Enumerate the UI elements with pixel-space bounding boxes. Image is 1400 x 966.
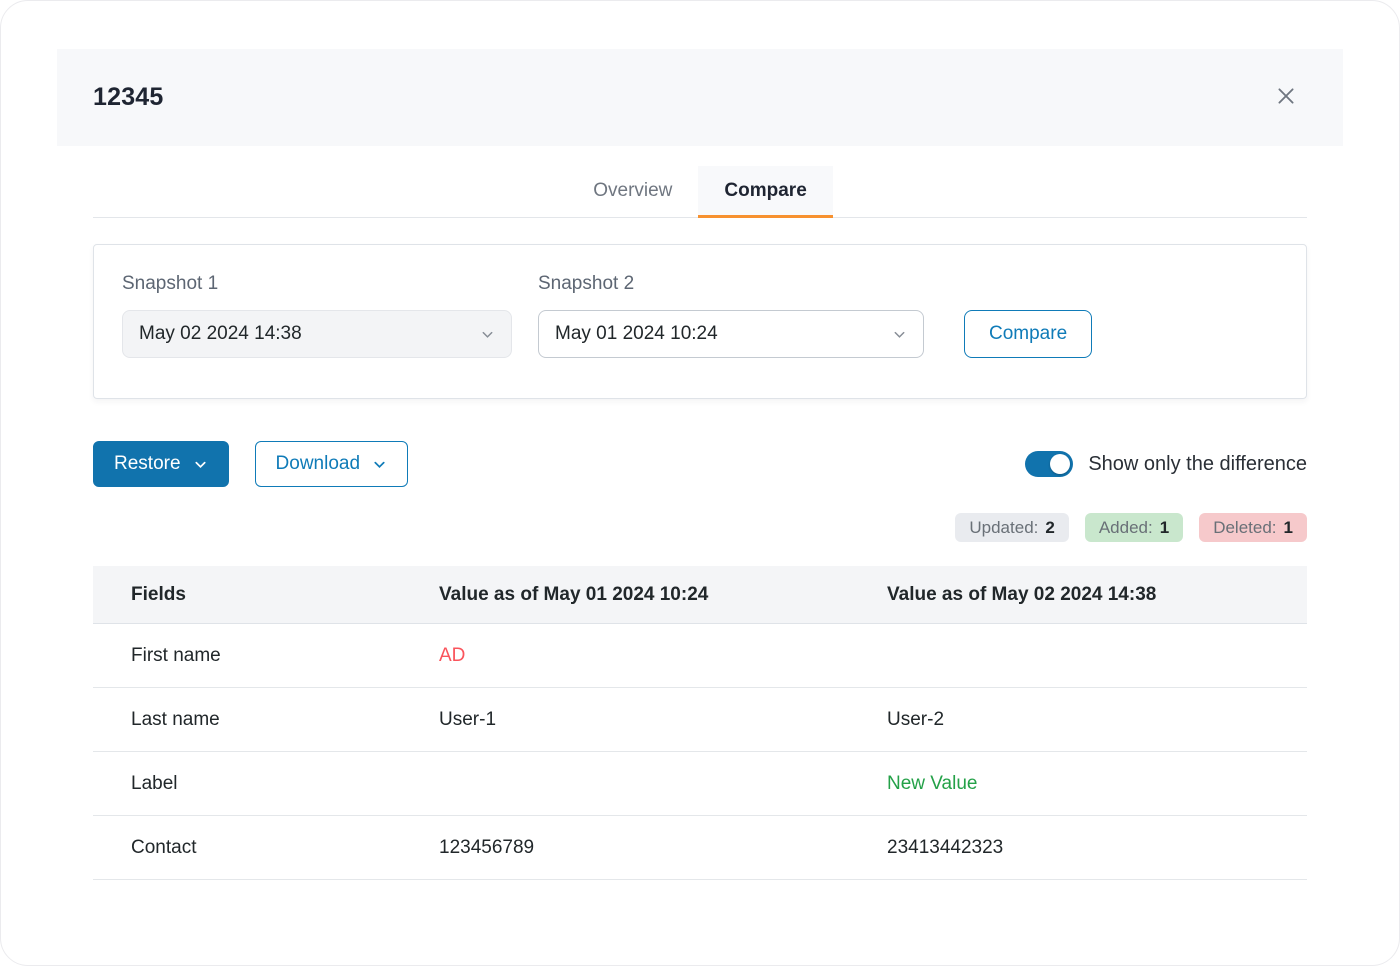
diff-table: Fields Value as of May 01 2024 10:24 Val… — [93, 566, 1307, 880]
value1-cell: 123456789 — [439, 836, 535, 858]
modal-title: 12345 — [93, 83, 164, 111]
deleted-badge: Deleted: 1 — [1199, 513, 1307, 542]
restore-button[interactable]: Restore — [93, 441, 229, 487]
updated-badge-count: 2 — [1045, 517, 1055, 537]
added-badge-count: 1 — [1159, 517, 1170, 537]
restore-button-label: Restore — [114, 453, 181, 474]
deleted-badge-label: Deleted: — [1213, 517, 1277, 537]
badges-row: Updated: 2 Added: 1 Deleted: 1 — [93, 513, 1307, 542]
download-button-label: Download — [275, 453, 361, 474]
updated-badge-label: Updated: — [969, 517, 1039, 537]
close-icon — [1275, 85, 1297, 110]
close-button[interactable] — [1269, 79, 1303, 116]
value2-cell: 23413442323 — [887, 836, 1004, 858]
chevron-down-icon — [372, 457, 387, 472]
table-header-value2: Value as of May 02 2024 14:38 — [887, 583, 1157, 605]
chevron-down-icon — [480, 327, 495, 342]
show-difference-label: Show only the difference — [1088, 452, 1307, 475]
table-header-fields: Fields — [131, 583, 186, 605]
updated-badge: Updated: 2 — [955, 513, 1069, 542]
field-name-cell: First name — [131, 644, 221, 666]
table-header-row: Fields Value as of May 01 2024 10:24 Val… — [93, 566, 1307, 624]
table-header-value1: Value as of May 01 2024 10:24 — [439, 583, 709, 605]
chevron-down-icon — [892, 327, 907, 342]
show-difference-toggle[interactable] — [1025, 451, 1074, 477]
snapshot1-field: Snapshot 1 May 02 2024 14:38 — [122, 273, 538, 358]
table-row: Contact 123456789 23413442323 — [93, 816, 1307, 880]
field-name-cell: Label — [131, 772, 178, 794]
value2-cell: User-2 — [887, 708, 945, 730]
snapshot1-label: Snapshot 1 — [122, 273, 219, 294]
snapshot1-dropdown[interactable]: May 02 2024 14:38 — [122, 310, 512, 358]
snapshot2-label: Snapshot 2 — [538, 273, 635, 294]
table-row: Label New Value — [93, 752, 1307, 816]
value1-cell: User-1 — [439, 708, 497, 730]
snapshot-panel: Snapshot 1 May 02 2024 14:38 Snapshot 2 … — [93, 244, 1307, 399]
field-name-cell: Last name — [131, 708, 220, 730]
table-row: Last name User-1 User-2 — [93, 688, 1307, 752]
download-button[interactable]: Download — [254, 441, 409, 487]
tab-overview[interactable]: Overview — [593, 180, 673, 201]
toggle-knob — [1050, 454, 1071, 474]
snapshot1-value: May 02 2024 14:38 — [139, 323, 302, 344]
added-badge: Added: 1 — [1084, 513, 1184, 542]
tab-compare[interactable]: Compare — [698, 166, 833, 218]
actions-row: Restore Download Show only the differenc… — [93, 441, 1307, 487]
snapshot2-dropdown[interactable]: May 01 2024 10:24 — [538, 310, 924, 358]
value1-cell: AD — [439, 644, 466, 666]
added-badge-label: Added: — [1098, 517, 1153, 537]
compare-button[interactable]: Compare — [964, 310, 1093, 358]
snapshot2-field: Snapshot 2 May 01 2024 10:24 — [538, 273, 924, 358]
tab-bar: Overview Compare — [93, 166, 1307, 218]
modal-header: 12345 — [57, 49, 1343, 146]
table-body: First name AD Last name User-1 User-2 La… — [93, 624, 1307, 880]
snapshot2-value: May 01 2024 10:24 — [555, 323, 718, 344]
value2-cell: New Value — [887, 772, 978, 794]
chevron-down-icon — [193, 457, 208, 472]
table-row: First name AD — [93, 624, 1307, 688]
deleted-badge-count: 1 — [1283, 517, 1293, 537]
field-name-cell: Contact — [131, 836, 197, 858]
